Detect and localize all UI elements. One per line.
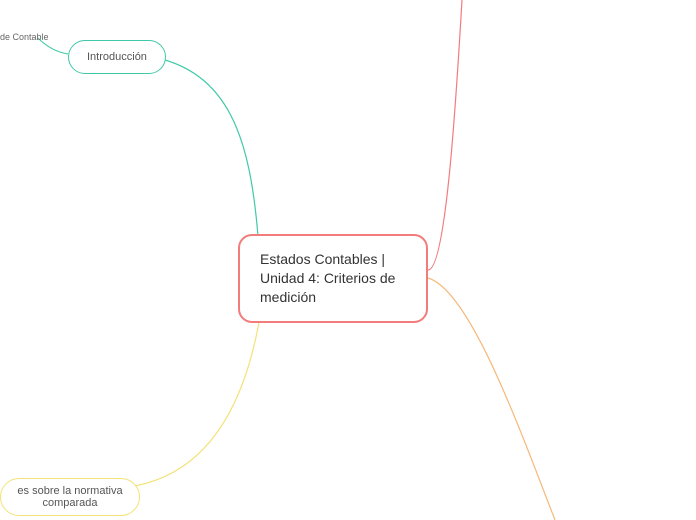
branch-introduccion-label: Introducción	[87, 51, 147, 63]
mindmap-canvas: Estados Contables | Unidad 4: Criterios …	[0, 0, 696, 520]
branch-normativa-label: es sobre la normativa comparada	[11, 485, 129, 509]
leaf-contable-label: de Contable	[0, 32, 49, 42]
central-node-label: Estados Contables | Unidad 4: Criterios …	[260, 250, 406, 307]
leaf-contable: de Contable	[0, 32, 49, 43]
branch-introduccion[interactable]: Introducción	[68, 40, 166, 74]
branch-normativa[interactable]: es sobre la normativa comparada	[0, 478, 140, 516]
central-node[interactable]: Estados Contables | Unidad 4: Criterios …	[238, 234, 428, 323]
